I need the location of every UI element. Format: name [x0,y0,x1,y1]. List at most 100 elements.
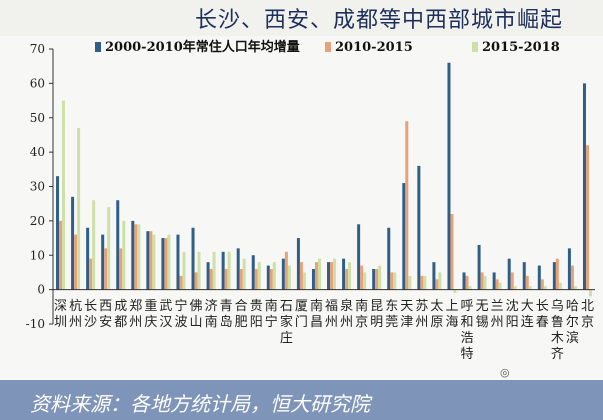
bar [390,272,394,290]
bar [375,269,379,290]
bar [302,272,306,290]
bar [59,220,63,290]
bar [507,258,511,290]
bar [567,248,571,290]
legend-label: 2000-2010年常住人口年均增量 [105,39,300,55]
bar [552,262,556,290]
bar [525,275,529,290]
bar [447,62,451,290]
bar [330,262,334,290]
bar [417,165,421,290]
x-tick-label: 厦门 [295,299,308,330]
bar [236,248,240,290]
bar [363,272,367,290]
bar [435,279,439,290]
chart: 2000-2010年常住人口年均增量 2010-2015 2015-2018 -10… [26,39,595,362]
bar [558,282,562,290]
y-tick-label: -10 [26,317,45,331]
bar [492,272,496,290]
bar [360,265,364,290]
x-tick-label: 济南 [205,299,218,330]
bar [480,272,484,290]
page-title: 长沙、西安、成都等中西部城市崛起 [194,8,563,33]
bar [269,269,273,290]
y-tick-label: 0 [37,283,45,297]
bar [483,275,487,290]
bar [296,238,300,290]
bar [317,258,321,290]
bar [164,238,168,290]
bar [498,282,502,290]
bar [468,286,472,290]
bar [152,234,156,290]
bar [314,262,318,290]
x-tick-label: 昆明 [370,299,383,330]
x-tick-label: 杭州 [69,299,82,330]
legend-swatch [95,42,101,52]
bar [62,100,66,290]
bar [239,269,243,290]
bar [251,255,255,290]
bar [242,258,246,290]
source-bar: 资料来源：各地方统计局，恒大研究院 [0,380,603,420]
bar [257,262,261,290]
bar [327,262,331,290]
bar [212,251,216,290]
bar [393,272,397,290]
bar [287,265,291,290]
bar [573,286,577,290]
bar [588,289,592,297]
bar [149,231,153,290]
bar [423,275,427,290]
x-tick-label: 宁波 [174,298,187,330]
y-tick-label: 20 [30,214,45,228]
bar [555,258,559,290]
bar [224,269,228,290]
x-tick-label: 贵阳 [250,299,263,330]
bar [146,231,150,290]
bar [345,269,349,290]
bar [266,265,270,290]
bar [191,227,195,290]
x-tick-label: 北京 [581,299,594,330]
bar [408,275,412,290]
x-tick-label: 南京 [355,298,368,330]
legend: 2000-2010年常住人口年均增量 2010-2015 2015-2018 [95,39,560,55]
x-tick-label: 南宁 [265,298,278,330]
x-tick-label: 郑州 [129,299,142,330]
bar [387,227,391,290]
bar [543,286,547,290]
bar [116,200,120,290]
x-tick-label: 上海 [445,299,458,330]
x-tick-label: 大连 [521,299,534,330]
y-tick-label: 30 [30,180,45,194]
bar [101,234,105,290]
bar [137,224,141,290]
title-bar: 长沙、西安、成都等中西部城市崛起 [0,0,603,36]
x-tick-label: 青岛 [220,299,233,330]
bar [372,269,376,290]
legend-swatch [325,42,331,52]
bar [161,238,165,290]
x-tick-label: 武汉 [159,299,172,330]
bar [438,272,442,290]
bar [453,289,457,294]
x-tick-label: 沈阳 [506,299,519,330]
bar [107,207,111,290]
bar [221,251,225,290]
y-tick-label: 50 [30,111,45,125]
x-tick-label: 西安 [99,299,112,330]
x-tick-label: 呼和浩特 [461,299,474,362]
bar [254,269,258,290]
x-tick-label: 东莞 [385,299,398,330]
y-tick-label: 70 [30,42,45,56]
bar [56,176,60,290]
x-tick-label: 乌鲁木齐 [551,298,564,362]
bar [357,224,361,290]
bar [477,244,481,290]
bar [333,258,337,290]
bar [348,262,352,290]
x-tick-label: 重庆 [144,298,157,330]
x-tick-label: 兰州 [491,299,504,330]
